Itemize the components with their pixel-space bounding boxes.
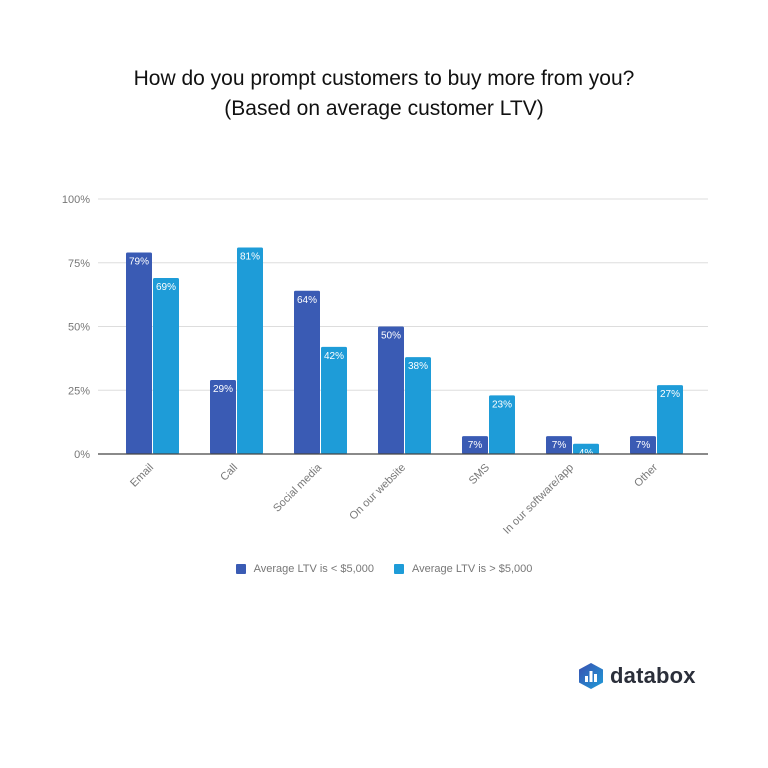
x-tick-label: SMS <box>467 462 492 487</box>
data-label: 69% <box>156 282 176 293</box>
legend-label: Average LTV is > $5,000 <box>412 563 533 575</box>
logo-text: databox <box>610 663 696 688</box>
bar <box>378 326 404 454</box>
databox-logo-icon <box>579 663 603 689</box>
bar <box>405 357 431 454</box>
chart-title-line-2: (Based on average customer LTV) <box>224 97 544 120</box>
databox-logo: databox <box>578 662 696 690</box>
data-label: 7% <box>552 440 567 451</box>
bar <box>294 290 320 454</box>
data-label: 4% <box>579 448 594 459</box>
data-label: 79% <box>129 257 149 268</box>
x-tick-label: On our website <box>347 462 408 523</box>
y-tick-label: 75% <box>68 258 90 270</box>
bar <box>321 346 347 454</box>
bar <box>462 436 488 454</box>
legend-item-high-ltv[interactable]: Average LTV is > $5,000 <box>394 563 532 575</box>
legend: Average LTV is < $5,000 Average LTV is >… <box>0 563 768 575</box>
chart-title-line-1: How do you prompt customers to buy more … <box>133 67 635 90</box>
y-tick-label: 25% <box>68 385 90 397</box>
bar <box>153 278 179 454</box>
bar <box>546 436 572 454</box>
legend-swatch <box>235 564 246 574</box>
x-tick-label: Call <box>218 462 240 484</box>
bar <box>489 395 515 454</box>
data-label: 7% <box>468 440 483 451</box>
legend-item-low-ltv[interactable]: Average LTV is < $5,000 <box>235 563 374 575</box>
data-label: 64% <box>297 295 317 306</box>
data-label: 23% <box>492 399 512 410</box>
data-label: 7% <box>636 440 651 451</box>
data-label: 27% <box>660 389 680 400</box>
legend-label: Average LTV is < $5,000 <box>253 563 374 575</box>
bar <box>630 436 656 454</box>
bar <box>237 247 263 454</box>
legend-swatch <box>394 564 404 574</box>
bar <box>573 443 599 454</box>
data-label: 29% <box>213 384 233 395</box>
data-label: 50% <box>381 331 401 342</box>
x-tick-label: Email <box>128 462 156 490</box>
x-tick-label: Social media <box>271 461 325 515</box>
bar <box>657 385 683 454</box>
x-tick-label: In our software/app <box>501 462 576 537</box>
bar <box>126 252 152 454</box>
bar <box>210 380 236 454</box>
data-label: 81% <box>240 251 260 262</box>
y-tick-label: 0% <box>74 449 90 461</box>
data-label: 42% <box>324 351 344 362</box>
y-tick-label: 50% <box>68 322 90 334</box>
x-tick-label: Other <box>632 461 660 489</box>
chart-title: How do you prompt customers to buy more … <box>0 64 768 124</box>
data-label: 38% <box>408 361 428 372</box>
y-tick-label: 100% <box>62 194 90 206</box>
